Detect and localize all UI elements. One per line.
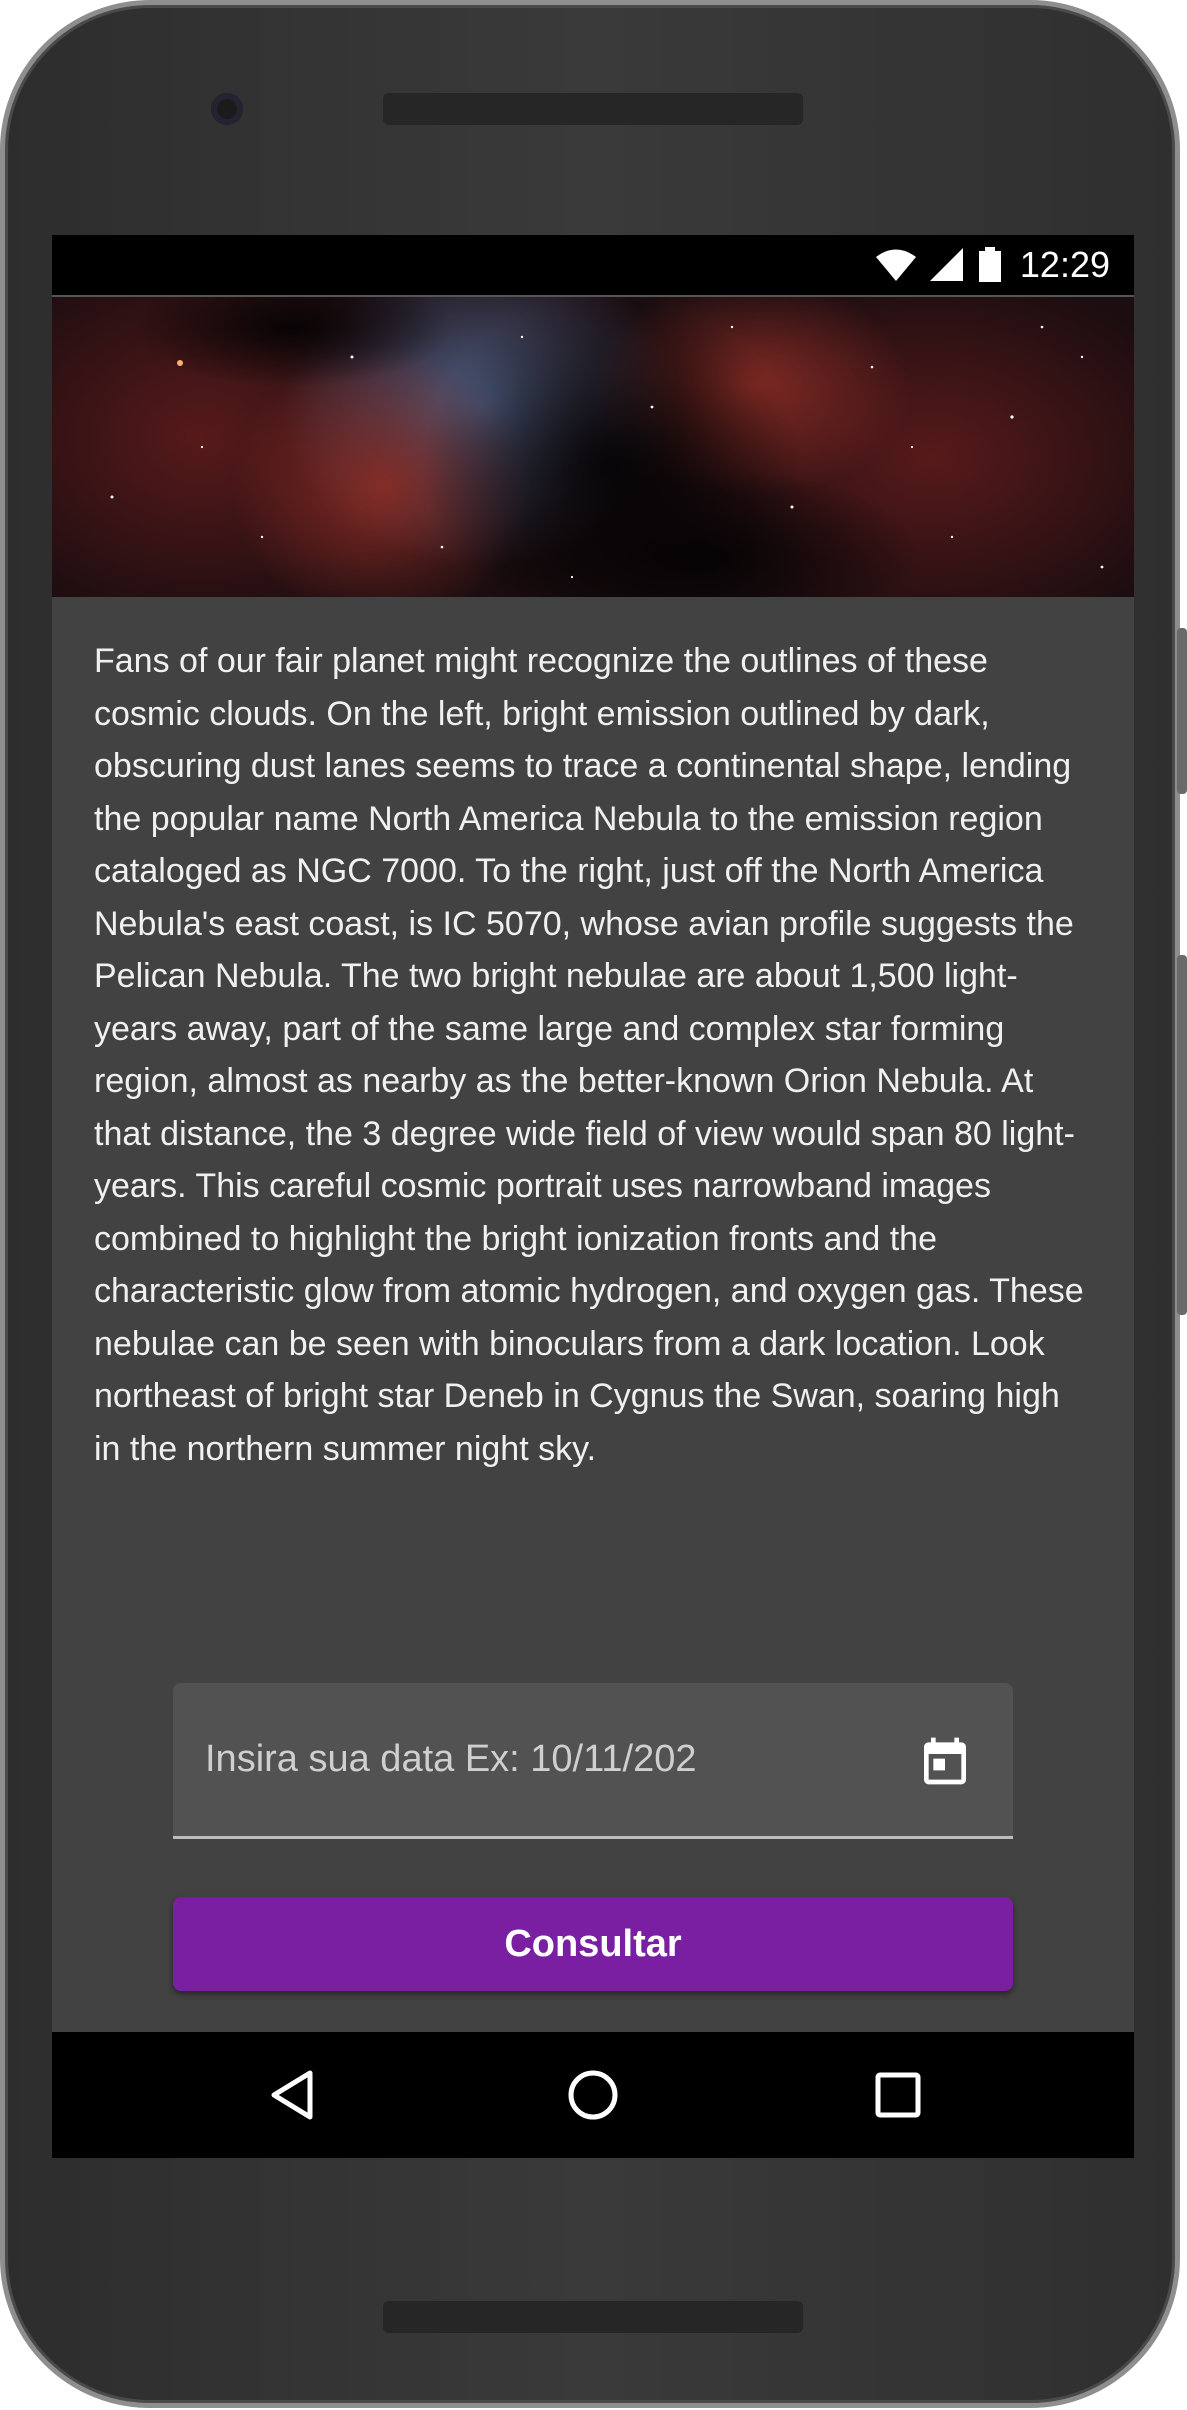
consult-button[interactable]: Consultar [173,1897,1013,1991]
signal-icon [929,248,963,281]
recents-icon[interactable] [868,2065,928,2125]
calendar-icon[interactable] [917,1733,973,1789]
date-input[interactable] [205,1683,885,1836]
back-icon[interactable] [264,2065,324,2125]
home-icon[interactable] [563,2065,623,2125]
navigation-bar [52,2032,1134,2158]
wifi-icon [875,249,916,281]
battery-icon [978,247,1001,282]
bottom-speaker [383,2301,803,2333]
app-screen: 12:29 [52,235,1134,2158]
front-camera [211,93,243,125]
earpiece-speaker [383,93,803,125]
nebula-image [52,297,1134,597]
status-time: 12:29 [1019,244,1110,285]
volume-button [1177,628,1187,794]
apod-description: Fans of our fair planet might recognize … [94,642,1084,1468]
date-field[interactable] [173,1683,1013,1839]
power-button [1177,955,1187,1315]
status-bar: 12:29 [52,235,1134,297]
